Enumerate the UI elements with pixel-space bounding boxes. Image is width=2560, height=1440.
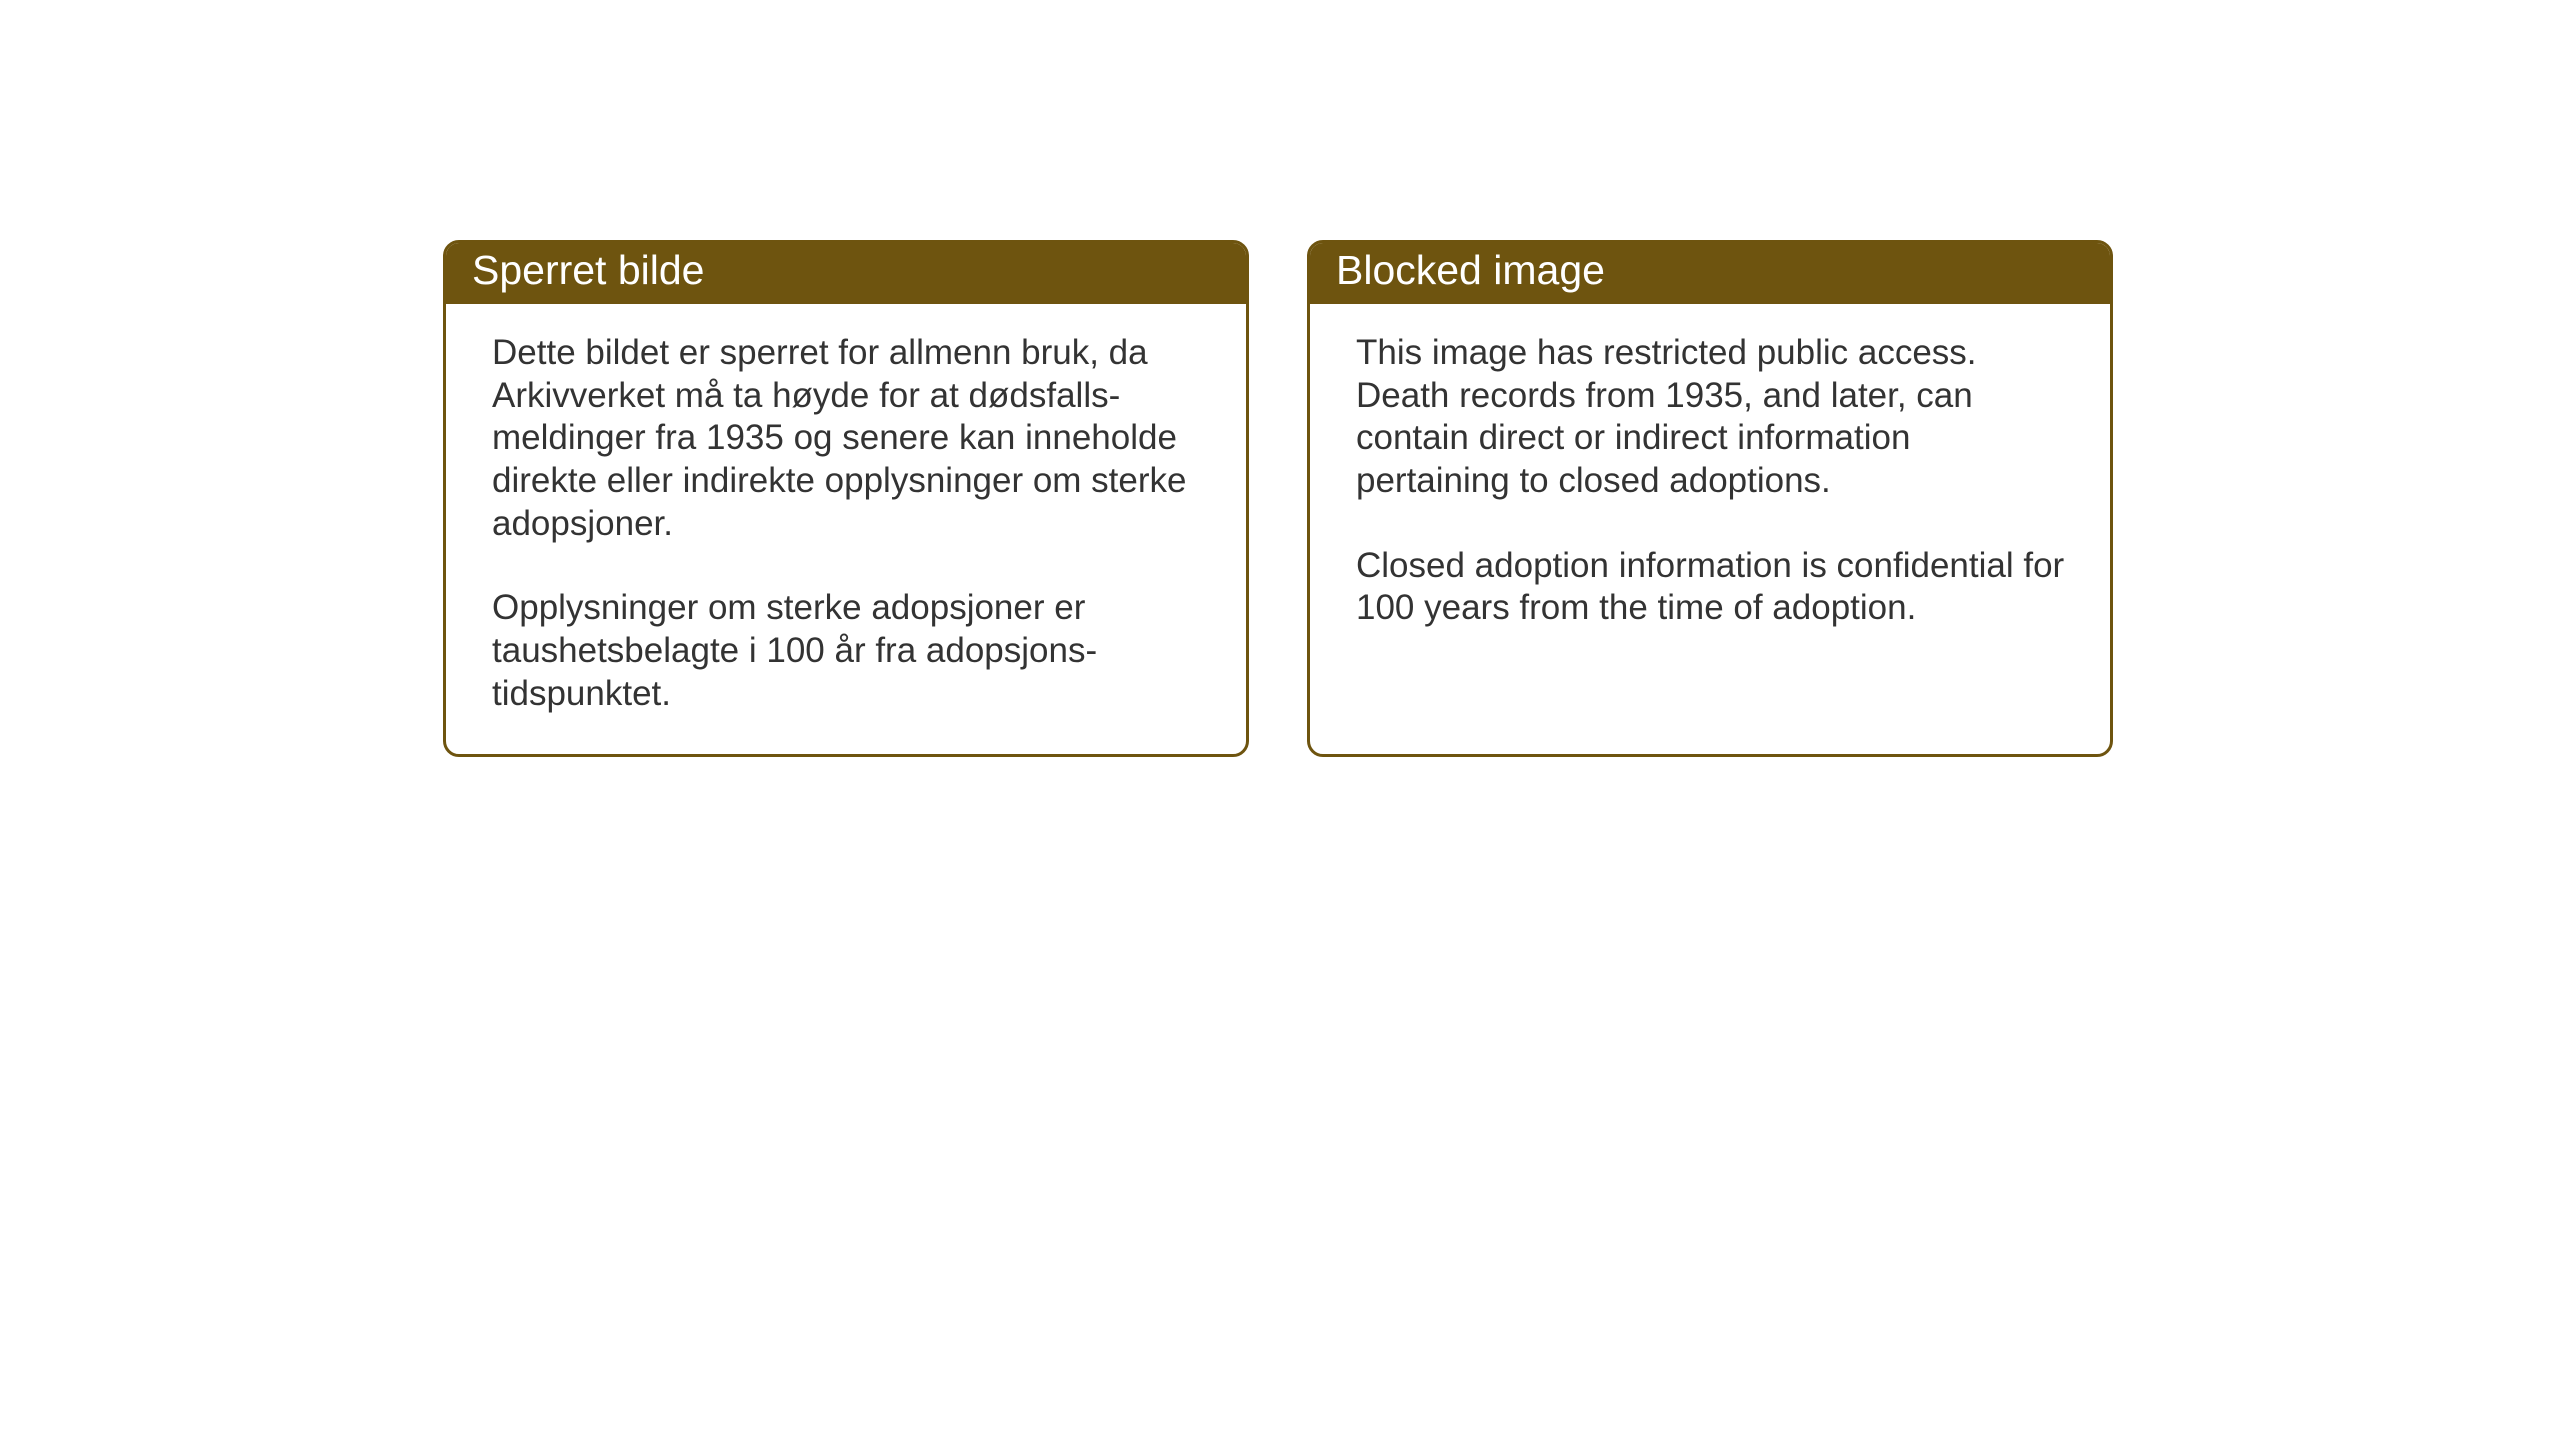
- card-header-norwegian: Sperret bilde: [446, 243, 1246, 304]
- card-title-english: Blocked image: [1336, 247, 1605, 293]
- card-paragraph-2-norwegian: Opplysninger om sterke adopsjoner er tau…: [492, 587, 1204, 715]
- card-paragraph-1-english: This image has restricted public access.…: [1356, 332, 2068, 503]
- card-title-norwegian: Sperret bilde: [472, 247, 704, 293]
- card-body-norwegian: Dette bildet er sperret for allmenn bruk…: [446, 304, 1246, 754]
- card-norwegian: Sperret bilde Dette bildet er sperret fo…: [443, 240, 1249, 757]
- card-paragraph-1-norwegian: Dette bildet er sperret for allmenn bruk…: [492, 332, 1204, 545]
- card-paragraph-2-english: Closed adoption information is confident…: [1356, 545, 2068, 630]
- card-header-english: Blocked image: [1310, 243, 2110, 304]
- card-english: Blocked image This image has restricted …: [1307, 240, 2113, 757]
- card-body-english: This image has restricted public access.…: [1310, 304, 2110, 668]
- cards-container: Sperret bilde Dette bildet er sperret fo…: [443, 240, 2113, 757]
